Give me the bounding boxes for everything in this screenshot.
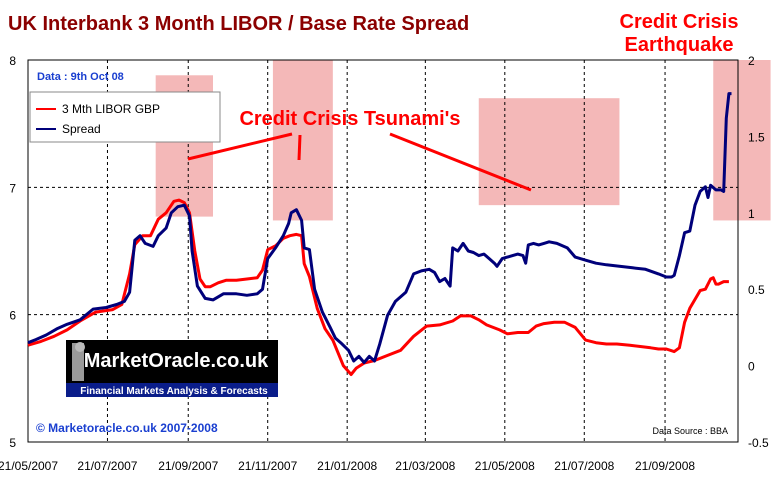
highlight-box-3 bbox=[478, 98, 620, 206]
y-right-tick-label: 0.5 bbox=[748, 283, 765, 297]
earthquake-label-line1: Credit Crisis bbox=[620, 11, 739, 33]
callout-line-1 bbox=[187, 132, 293, 161]
y-left-tick-label: 7 bbox=[9, 181, 16, 195]
legend: 3 Mth LIBOR GBP Spread bbox=[29, 91, 221, 143]
legend-label-spread: Spread bbox=[62, 122, 101, 136]
logo-background bbox=[66, 340, 278, 385]
y-left-tick-label: 8 bbox=[9, 54, 16, 68]
plot-frame bbox=[27, 59, 739, 443]
y-right-tick-label: -0.5 bbox=[748, 436, 769, 450]
highlight-box-4 bbox=[713, 60, 771, 221]
x-tick-label: 21/05/2008 bbox=[475, 459, 535, 473]
callout-line-2 bbox=[297, 134, 302, 161]
libor-line bbox=[27, 198, 729, 376]
x-tick-label: 21/03/2008 bbox=[395, 459, 455, 473]
y-left-tick-label: 6 bbox=[9, 309, 16, 323]
chart-title: UK Interbank 3 Month LIBOR / Base Rate S… bbox=[8, 13, 469, 35]
spread-line bbox=[27, 92, 732, 364]
y-right-tick-label: 2 bbox=[748, 54, 755, 68]
axis-ticks: 5 6 7 8 -0.5 0 0.5 1 1.5 2 21/05/2007 21/07/2007 21/… bbox=[0, 54, 769, 473]
tsunami-label: Credit Crisis Tsunami's bbox=[239, 108, 460, 130]
earthquake-label-line2: Earthquake bbox=[625, 34, 734, 56]
x-tick-label: 21/01/2008 bbox=[317, 459, 377, 473]
logo-tagline: Financial Markets Analysis & Forecasts bbox=[80, 386, 268, 397]
y-left-tick-label: 5 bbox=[9, 436, 16, 450]
legend-box bbox=[29, 91, 221, 143]
y-right-tick-label: 1.5 bbox=[748, 130, 765, 144]
logo-figure-icon bbox=[72, 343, 84, 381]
logo-tagline-bar bbox=[66, 383, 278, 397]
y-right-tick-label: 1 bbox=[748, 207, 755, 221]
logo-name: MarketOracle.co.uk bbox=[84, 350, 269, 372]
x-tick-label: 21/11/2007 bbox=[238, 459, 297, 473]
x-tick-label: 21/09/2008 bbox=[635, 459, 695, 473]
series-lines bbox=[27, 92, 732, 376]
callout-lines bbox=[187, 132, 532, 192]
highlight-box-2 bbox=[272, 60, 333, 221]
x-tick-label: 21/09/2007 bbox=[158, 459, 218, 473]
y-right-tick-label: 0 bbox=[748, 360, 755, 374]
logo-figure-head-icon bbox=[75, 342, 85, 352]
data-source-text: Data Source : BBA bbox=[652, 426, 728, 436]
marketoracle-logo: MarketOracle.co.uk Financial Markets Ana… bbox=[66, 340, 278, 397]
legend-label-libor: 3 Mth LIBOR GBP bbox=[62, 102, 160, 116]
callout-line-3 bbox=[389, 132, 532, 192]
x-tick-label: 21/07/2008 bbox=[554, 459, 614, 473]
x-tick-label: 21/07/2007 bbox=[77, 459, 137, 473]
date-label: Data : 9th Oct 08 bbox=[37, 71, 124, 83]
copyright-text: © Marketoracle.co.uk 2007-2008 bbox=[36, 421, 218, 435]
x-tick-label: 21/05/2007 bbox=[0, 459, 58, 473]
